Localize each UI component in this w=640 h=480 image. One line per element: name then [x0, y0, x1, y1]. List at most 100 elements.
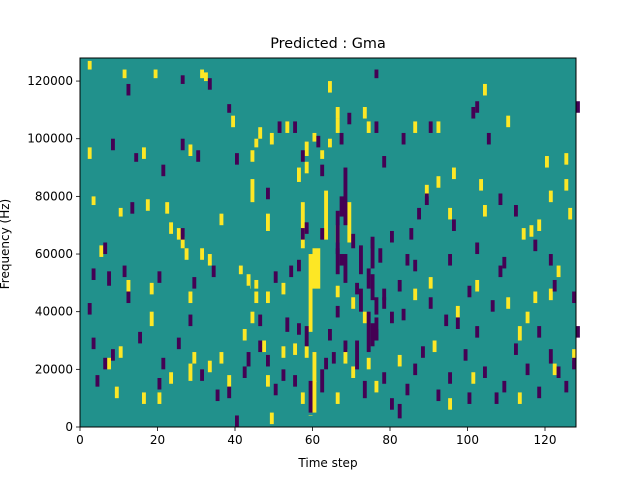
heatmap-cell-low [413, 259, 418, 272]
heatmap-cell-low [498, 193, 503, 206]
heatmap-cell-low [467, 285, 472, 298]
heatmap-cell-high [266, 291, 270, 304]
heatmap-cell-low [258, 340, 263, 353]
heatmap-cell-low [331, 352, 336, 364]
heatmap-cell-high [114, 386, 119, 399]
heatmap-cell-high [250, 150, 255, 162]
heatmap-cell-high [448, 398, 453, 410]
heatmap-cell-high [548, 288, 553, 301]
heatmap-cell-low [111, 349, 115, 361]
heatmap-cell-high [537, 219, 542, 231]
heatmap-cell-high [258, 127, 263, 139]
heatmap-cell-high [471, 372, 476, 384]
heatmap-cell-low [227, 104, 232, 113]
heatmap-cell-high [207, 360, 212, 373]
heatmap-cell-high [328, 138, 332, 148]
heatmap-cell-low [374, 121, 379, 133]
heatmap-cell-low [266, 354, 270, 367]
x-axis: 0 20 40 60 80 100 120 [76, 427, 556, 447]
y-tick-label: 40000 [35, 305, 73, 319]
heatmap-cell-low [490, 300, 495, 312]
heatmap-cell-low [207, 78, 212, 90]
heatmap-cell-high [413, 288, 418, 301]
heatmap-cell-high [324, 190, 329, 240]
x-tick-label: 20 [150, 433, 165, 447]
heatmap-cell-low [436, 389, 441, 402]
heatmap-cell-high [552, 363, 557, 376]
heatmap-cell-low [289, 265, 294, 278]
heatmap-cell-low [370, 274, 375, 301]
heatmap-cell-low [455, 317, 460, 329]
heatmap-cell-low [161, 357, 166, 370]
heatmap-cell-low [537, 326, 542, 338]
heatmap-cell-low [428, 297, 433, 309]
heatmap-cell-high [452, 167, 456, 180]
heatmap-cell-low [494, 392, 499, 404]
heatmap-cell-low [266, 187, 270, 200]
heatmap-cell-low [424, 193, 429, 206]
heatmap-cell-high [564, 179, 569, 191]
heatmap-cell-high [335, 285, 340, 298]
heatmap-cell-high [188, 144, 193, 157]
heatmap-cell-low [576, 101, 580, 113]
y-tick-label: 100000 [27, 132, 73, 146]
heatmap-cell-low [320, 228, 325, 240]
heatmap-cell-high [312, 352, 317, 413]
heatmap-cell-high [157, 392, 162, 404]
heatmap-cell-low [362, 380, 367, 399]
heatmap-cell-high [320, 150, 325, 159]
heatmap-cell-high [250, 285, 251, 289]
heatmap-cell-low [339, 132, 344, 145]
heatmap-cell-low [374, 69, 379, 79]
heatmap-cell-low [343, 167, 348, 226]
heatmap-cell-high [219, 352, 224, 364]
heatmap-cell-low [281, 369, 286, 381]
heatmap-cell-low [107, 271, 112, 286]
heatmap-cell-low [258, 314, 263, 327]
heatmap-cell-high [293, 343, 298, 355]
heatmap-cell-low [355, 340, 360, 370]
heatmap-cell-high [254, 279, 259, 289]
heatmap-cell-high [335, 392, 340, 404]
heatmap-cell-low [335, 305, 340, 318]
heatmap-cell-high [285, 121, 290, 133]
heatmap-cell-low [304, 326, 309, 347]
heatmap-cell-high [184, 248, 189, 260]
y-tick-label: 80000 [35, 189, 73, 203]
heatmap-cell-low [304, 222, 309, 234]
heatmap-cell-low [188, 314, 193, 327]
heatmap-cell-high [316, 380, 317, 382]
heatmap-cell-low [374, 297, 379, 315]
heatmap-cell-low [552, 279, 557, 292]
heatmap-cell-high [556, 265, 561, 278]
heatmap-cell-high [204, 72, 208, 82]
heatmap-cell-high [188, 291, 193, 304]
heatmap-cell-high [200, 69, 205, 79]
heatmap-cell-high [254, 291, 259, 304]
heatmap-cell-low [180, 138, 185, 151]
heatmap-cell-high [525, 311, 530, 324]
heatmap-cell-high [424, 184, 429, 197]
heatmap-cell-low [339, 254, 344, 266]
heatmap-cell-low [390, 230, 394, 243]
heatmap-cell-low [138, 331, 143, 344]
heatmap-cell-low [355, 282, 360, 295]
heatmap-cell-low [273, 383, 278, 396]
heatmap-cell-low [130, 202, 135, 214]
heatmap-cell-high [118, 207, 123, 217]
heatmap-cell-high [219, 213, 224, 226]
heatmap-cell-high [262, 340, 267, 353]
heatmap-cell-low [157, 377, 162, 390]
heatmap-cell-low [390, 398, 394, 410]
heatmap-cell-low [370, 323, 375, 347]
heatmap-cell-low [246, 352, 251, 367]
y-axis: 0 20000 40000 60000 80000 100000 120000 [27, 74, 80, 434]
heatmap-cell-high [506, 297, 511, 309]
heatmap-cell-low [366, 268, 371, 289]
heatmap-cell-low [576, 326, 580, 338]
heatmap-cell-low [556, 366, 561, 378]
heatmap-cell-high [475, 279, 480, 292]
heatmap-cell-high [506, 115, 511, 128]
heatmap-cell-low [320, 164, 325, 177]
